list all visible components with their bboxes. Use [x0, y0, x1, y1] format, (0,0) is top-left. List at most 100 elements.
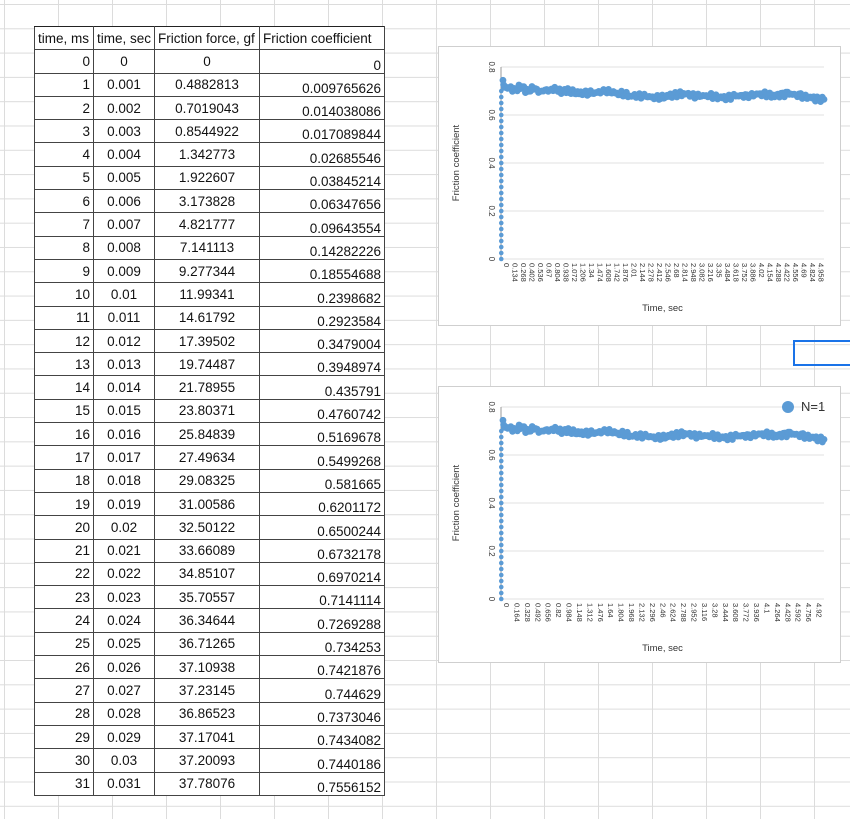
cell-time-sec[interactable]: 0.009	[92, 258, 156, 284]
cell-time-ms[interactable]: 0	[34, 49, 94, 74]
cell-time-ms[interactable]: 1	[34, 72, 94, 97]
cell-time-ms[interactable]: 15	[34, 398, 94, 424]
cell-time-sec[interactable]: 0.025	[92, 631, 156, 657]
cell-friction-coefficient[interactable]: 0.7421876	[259, 655, 386, 680]
cell-friction-force[interactable]: 1.922607	[154, 165, 261, 191]
header-friction-force[interactable]: Friction force, gf	[154, 25, 261, 51]
cell-friction-coefficient[interactable]: 0.435791	[259, 375, 386, 400]
cell-friction-coefficient[interactable]: 0.5499268	[259, 445, 386, 470]
cell-friction-force[interactable]: 33.66089	[154, 538, 261, 563]
cell-friction-coefficient[interactable]: 0.744629	[259, 678, 386, 703]
chart-top[interactable]: 0 0.2 0.4 0.6 0.8 Friction coefficient 0 0.134 0…	[438, 46, 841, 326]
cell-friction-force[interactable]: 23.80371	[154, 398, 261, 424]
cell-friction-force[interactable]: 25.84839	[154, 422, 261, 447]
cell-time-ms[interactable]: 27	[34, 678, 94, 703]
cell-time-ms[interactable]: 8	[34, 235, 94, 260]
cell-time-sec[interactable]: 0.013	[92, 352, 156, 377]
cell-friction-coefficient[interactable]: 0.734253	[259, 631, 386, 657]
cell-time-sec[interactable]: 0.006	[92, 189, 156, 214]
cell-time-sec[interactable]: 0.02	[92, 515, 156, 540]
cell-friction-coefficient[interactable]: 0.014038086	[259, 95, 386, 121]
cell-friction-coefficient[interactable]: 0.2398682	[259, 282, 386, 307]
cell-friction-force[interactable]: 27.49634	[154, 445, 261, 470]
cell-friction-force[interactable]: 17.39502	[154, 328, 261, 354]
cell-time-sec[interactable]: 0.016	[92, 422, 156, 447]
cell-time-ms[interactable]: 7	[34, 212, 94, 237]
cell-friction-force[interactable]: 29.08325	[154, 468, 261, 493]
cell-friction-force[interactable]: 0.7019043	[154, 95, 261, 121]
cell-time-sec[interactable]: 0.011	[92, 305, 156, 330]
cell-time-sec[interactable]: 0.019	[92, 491, 156, 517]
cell-time-sec[interactable]: 0.028	[92, 701, 156, 726]
cell-friction-force[interactable]: 0.4882813	[154, 72, 261, 97]
cell-friction-force[interactable]: 7.141113	[154, 235, 261, 260]
header-time-sec[interactable]: time, sec	[92, 25, 156, 51]
cell-friction-coefficient[interactable]: 0.2923584	[259, 305, 386, 330]
cell-time-ms[interactable]: 6	[34, 189, 94, 214]
cell-time-ms[interactable]: 22	[34, 561, 94, 587]
cell-friction-coefficient[interactable]: 0.6732178	[259, 538, 386, 563]
cell-friction-force[interactable]: 36.86523	[154, 701, 261, 726]
cell-friction-force[interactable]: 0	[154, 49, 261, 74]
cell-time-sec[interactable]: 0.001	[92, 72, 156, 97]
cell-time-sec[interactable]: 0.004	[92, 142, 156, 167]
cell-friction-force[interactable]: 32.50122	[154, 515, 261, 540]
cell-friction-coefficient[interactable]: 0.3479004	[259, 328, 386, 354]
cell-friction-force[interactable]: 37.17041	[154, 724, 261, 750]
cell-friction-coefficient[interactable]: 0.7434082	[259, 724, 386, 750]
cell-friction-coefficient[interactable]: 0.09643554	[259, 212, 386, 237]
cell-time-ms[interactable]: 4	[34, 142, 94, 167]
cell-friction-force[interactable]: 19.74487	[154, 352, 261, 377]
cell-time-ms[interactable]: 21	[34, 538, 94, 563]
cell-time-ms[interactable]: 13	[34, 352, 94, 377]
cell-time-ms[interactable]: 16	[34, 422, 94, 447]
cell-time-ms[interactable]: 10	[34, 282, 94, 307]
cell-time-ms[interactable]: 3	[34, 119, 94, 144]
cell-time-ms[interactable]: 2	[34, 95, 94, 121]
header-time-ms[interactable]: time, ms	[34, 25, 94, 51]
cell-time-ms[interactable]: 26	[34, 655, 94, 680]
cell-friction-coefficient[interactable]: 0.02685546	[259, 142, 386, 167]
cell-time-sec[interactable]: 0.008	[92, 235, 156, 260]
cell-time-sec[interactable]: 0.021	[92, 538, 156, 563]
cell-time-sec[interactable]: 0.007	[92, 212, 156, 237]
cell-time-sec[interactable]: 0.005	[92, 165, 156, 191]
cell-time-sec[interactable]: 0.03	[92, 748, 156, 773]
cell-friction-force[interactable]: 37.20093	[154, 748, 261, 773]
cell-time-sec[interactable]: 0.023	[92, 585, 156, 610]
cell-friction-coefficient[interactable]: 0.6201172	[259, 491, 386, 517]
cell-friction-force[interactable]: 4.821777	[154, 212, 261, 237]
cell-friction-coefficient[interactable]: 0.581665	[259, 468, 386, 493]
cell-friction-force[interactable]: 36.71265	[154, 631, 261, 657]
cell-time-ms[interactable]: 14	[34, 375, 94, 400]
cell-friction-force[interactable]: 37.78076	[154, 771, 261, 796]
cell-time-sec[interactable]: 0.024	[92, 608, 156, 633]
cell-friction-coefficient[interactable]: 0.3948974	[259, 352, 386, 377]
cell-friction-coefficient[interactable]: 0.5169678	[259, 422, 386, 447]
cell-friction-coefficient[interactable]: 0.03845214	[259, 165, 386, 191]
cell-time-sec[interactable]: 0.014	[92, 375, 156, 400]
cell-time-sec[interactable]: 0.012	[92, 328, 156, 354]
cell-time-ms[interactable]: 24	[34, 608, 94, 633]
chart-bottom[interactable]: 0 0.2 0.4 0.6 0.8 Friction coefficient 0 0.164 0…	[438, 386, 841, 663]
cell-friction-force[interactable]: 1.342773	[154, 142, 261, 167]
cell-time-ms[interactable]: 30	[34, 748, 94, 773]
cell-friction-force[interactable]: 11.99341	[154, 282, 261, 307]
cell-time-ms[interactable]: 28	[34, 701, 94, 726]
cell-time-ms[interactable]: 23	[34, 585, 94, 610]
cell-time-sec[interactable]: 0.026	[92, 655, 156, 680]
cell-time-ms[interactable]: 29	[34, 724, 94, 750]
cell-time-sec[interactable]: 0.029	[92, 724, 156, 750]
cell-friction-coefficient[interactable]: 0.7556152	[259, 771, 386, 796]
cell-friction-coefficient[interactable]: 0.4760742	[259, 398, 386, 424]
cell-friction-coefficient[interactable]: 0.18554688	[259, 258, 386, 284]
cell-time-sec[interactable]: 0	[92, 49, 156, 74]
cell-friction-coefficient[interactable]: 0.06347656	[259, 189, 386, 214]
cell-friction-coefficient[interactable]: 0.7141114	[259, 585, 386, 610]
cell-friction-force[interactable]: 35.70557	[154, 585, 261, 610]
cell-friction-force[interactable]: 37.10938	[154, 655, 261, 680]
cell-friction-force[interactable]: 9.277344	[154, 258, 261, 284]
cell-friction-coefficient[interactable]: 0	[259, 49, 386, 74]
cell-friction-coefficient[interactable]: 0.7373046	[259, 701, 386, 726]
header-friction-coefficient[interactable]: Friction coefficient	[259, 25, 386, 51]
